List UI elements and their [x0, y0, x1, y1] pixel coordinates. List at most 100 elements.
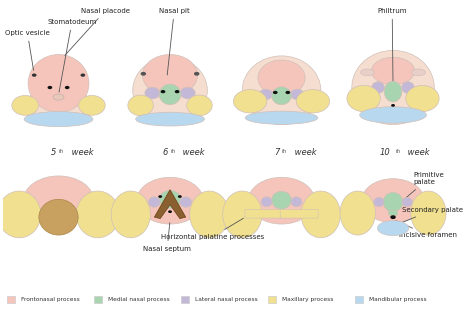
Ellipse shape — [24, 112, 93, 127]
Ellipse shape — [383, 192, 403, 212]
Ellipse shape — [362, 179, 424, 223]
Ellipse shape — [406, 86, 439, 112]
FancyBboxPatch shape — [7, 296, 15, 303]
Circle shape — [178, 195, 182, 198]
Ellipse shape — [190, 191, 229, 238]
Ellipse shape — [272, 87, 292, 105]
Ellipse shape — [53, 94, 64, 100]
FancyBboxPatch shape — [94, 296, 102, 303]
FancyBboxPatch shape — [268, 296, 276, 303]
Ellipse shape — [12, 95, 38, 115]
Ellipse shape — [291, 197, 302, 207]
Ellipse shape — [402, 197, 412, 207]
Circle shape — [161, 90, 165, 93]
Ellipse shape — [360, 107, 427, 123]
Ellipse shape — [28, 54, 89, 112]
Ellipse shape — [137, 177, 203, 224]
Text: 7: 7 — [274, 149, 279, 157]
Ellipse shape — [148, 197, 160, 207]
Ellipse shape — [39, 199, 78, 235]
Circle shape — [168, 210, 172, 213]
Circle shape — [273, 91, 278, 94]
Ellipse shape — [23, 176, 94, 225]
Text: Nasal pit: Nasal pit — [159, 8, 190, 75]
Ellipse shape — [248, 177, 315, 224]
Ellipse shape — [372, 82, 384, 93]
Ellipse shape — [410, 191, 446, 235]
Circle shape — [141, 72, 146, 76]
Text: week: week — [405, 149, 430, 157]
Ellipse shape — [223, 191, 262, 238]
Ellipse shape — [261, 197, 272, 207]
Circle shape — [32, 73, 36, 77]
Circle shape — [390, 215, 396, 219]
Ellipse shape — [111, 191, 150, 238]
Circle shape — [65, 86, 70, 89]
Text: 6: 6 — [163, 149, 168, 157]
Ellipse shape — [242, 56, 321, 125]
Circle shape — [194, 72, 200, 76]
Ellipse shape — [258, 60, 305, 96]
Ellipse shape — [347, 86, 380, 112]
Ellipse shape — [234, 90, 267, 113]
Ellipse shape — [388, 210, 398, 216]
Ellipse shape — [377, 221, 409, 236]
Text: Mandibular process: Mandibular process — [368, 297, 426, 302]
Ellipse shape — [23, 89, 94, 125]
Ellipse shape — [272, 191, 292, 209]
Ellipse shape — [0, 191, 41, 238]
Ellipse shape — [352, 50, 434, 125]
Text: Optic vesicle: Optic vesicle — [5, 30, 50, 70]
Ellipse shape — [374, 197, 384, 207]
Ellipse shape — [340, 191, 375, 235]
Circle shape — [158, 195, 162, 198]
Text: Lateral nasal process: Lateral nasal process — [194, 297, 257, 302]
Ellipse shape — [143, 54, 198, 96]
Circle shape — [47, 86, 52, 89]
Ellipse shape — [133, 57, 207, 123]
Ellipse shape — [245, 111, 318, 124]
Text: Incisive foramen: Incisive foramen — [396, 220, 457, 238]
Text: Maxillary process: Maxillary process — [282, 297, 333, 302]
Text: Primitive
palate: Primitive palate — [394, 172, 444, 208]
Ellipse shape — [159, 190, 181, 208]
Ellipse shape — [76, 191, 119, 238]
Ellipse shape — [301, 191, 340, 238]
Ellipse shape — [180, 87, 195, 99]
Circle shape — [391, 104, 395, 107]
Ellipse shape — [412, 69, 426, 76]
Ellipse shape — [372, 57, 415, 85]
Ellipse shape — [384, 81, 402, 102]
Ellipse shape — [259, 89, 273, 100]
Text: 10: 10 — [380, 149, 391, 157]
Text: Nasal placode: Nasal placode — [65, 8, 130, 55]
Text: Secondary palate: Secondary palate — [396, 207, 463, 225]
Ellipse shape — [291, 89, 304, 100]
Text: 5: 5 — [51, 149, 56, 157]
Ellipse shape — [296, 90, 329, 113]
Text: th: th — [395, 149, 400, 154]
Ellipse shape — [145, 87, 160, 99]
Text: th: th — [59, 149, 64, 154]
Ellipse shape — [128, 95, 154, 116]
Circle shape — [81, 73, 85, 77]
Text: Philtrum: Philtrum — [377, 8, 407, 83]
Text: week: week — [292, 149, 317, 157]
Ellipse shape — [187, 95, 212, 116]
Text: Frontonasal process: Frontonasal process — [20, 297, 79, 302]
Text: th: th — [171, 149, 175, 154]
Text: Horizontal palatine processes: Horizontal palatine processes — [161, 218, 264, 240]
Text: week: week — [69, 149, 93, 157]
Circle shape — [285, 91, 290, 94]
Text: Nasal septum: Nasal septum — [143, 223, 191, 252]
Ellipse shape — [180, 197, 191, 207]
FancyBboxPatch shape — [280, 209, 318, 218]
Text: Medial nasal process: Medial nasal process — [108, 297, 169, 302]
Ellipse shape — [159, 84, 181, 105]
Ellipse shape — [136, 112, 204, 126]
Ellipse shape — [79, 95, 105, 115]
Circle shape — [175, 90, 180, 93]
Text: Stomatodeum: Stomatodeum — [47, 19, 97, 92]
Text: week: week — [180, 149, 205, 157]
Text: th: th — [282, 149, 287, 154]
